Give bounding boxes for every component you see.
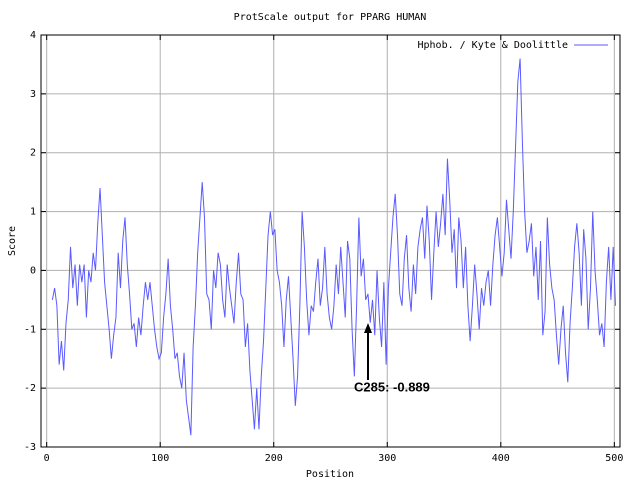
annotation: C285: -0.889 bbox=[354, 379, 430, 394]
chart-title: ProtScale output for PPARG HUMAN bbox=[234, 12, 427, 23]
x-tick-label: 400 bbox=[492, 453, 510, 464]
y-tick-label: 4 bbox=[30, 30, 36, 41]
y-tick-label: 3 bbox=[30, 89, 36, 100]
x-tick-label: 200 bbox=[265, 453, 283, 464]
y-tick-label: 0 bbox=[30, 265, 36, 276]
plot-frame bbox=[40, 34, 621, 448]
x-axis-label: Position bbox=[306, 469, 354, 480]
x-tick-label: 100 bbox=[151, 453, 169, 464]
y-tick-label: 2 bbox=[30, 148, 36, 159]
x-tick-label: 300 bbox=[378, 453, 396, 464]
y-tick-label: -2 bbox=[24, 383, 36, 394]
y-tick-label: -3 bbox=[24, 442, 36, 453]
data-line bbox=[51, 58, 616, 436]
legend-label: Hphob. / Kyte & Doolittle bbox=[417, 40, 568, 51]
x-tick-label: 0 bbox=[44, 453, 50, 464]
y-axis-label: Score bbox=[7, 226, 18, 256]
x-tick-label: 500 bbox=[605, 453, 623, 464]
y-tick-label: 1 bbox=[30, 207, 36, 218]
y-tick-label: -1 bbox=[24, 324, 36, 335]
annotation-arrowhead bbox=[364, 323, 372, 333]
